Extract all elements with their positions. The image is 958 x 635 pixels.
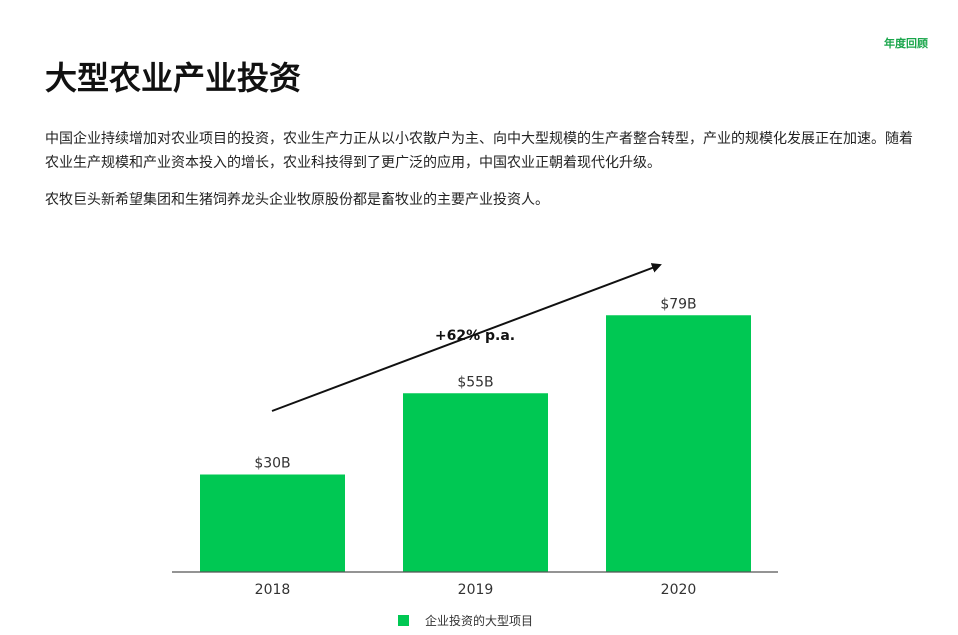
x-tick-label-2018: 2018 bbox=[255, 582, 291, 598]
investment-bar-chart: $30B $55B $79B 2018 2019 2020 +62% p.a. bbox=[172, 263, 778, 598]
growth-trend-arrow bbox=[271, 263, 662, 412]
investor-paragraph: 农牧巨头新希望集团和生猪饲养龙头企业牧原股份都是畜牧业的主要产业投资人。 bbox=[45, 192, 549, 208]
growth-annotation: +62% p.a. bbox=[435, 328, 515, 344]
page-title: 大型农业产业投资 bbox=[45, 59, 302, 97]
legend-label: 企业投资的大型项目 bbox=[425, 614, 534, 628]
data-label-2020: $79B bbox=[660, 296, 696, 312]
intro-paragraph: 中国企业持续增加对农业项目的投资，农业生产力正从以小农散户为主、向中大型规模的生… bbox=[45, 131, 913, 171]
x-tick-label-2019: 2019 bbox=[458, 582, 494, 598]
bar-2019 bbox=[403, 393, 548, 572]
data-label-2018: $30B bbox=[254, 456, 290, 472]
x-tick-label-2020: 2020 bbox=[661, 582, 697, 598]
chart-legend: 企业投资的大型项目 bbox=[398, 612, 533, 629]
legend-swatch bbox=[398, 615, 409, 626]
section-tag: 年度回顾 bbox=[884, 37, 928, 50]
bar-2018 bbox=[200, 474, 345, 572]
bar-2020 bbox=[606, 315, 751, 572]
data-label-2019: $55B bbox=[457, 374, 493, 390]
